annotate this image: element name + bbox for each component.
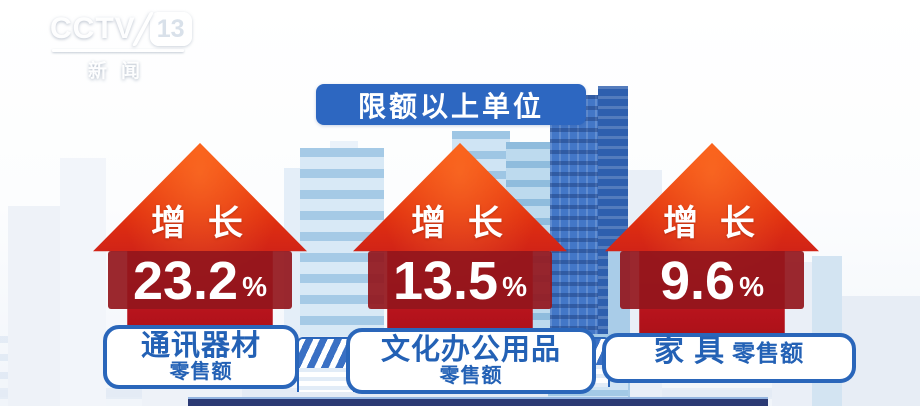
channel-logo: CCTV 13 新闻 [50,12,210,83]
value-band: 13.5 % [368,251,552,309]
title-badge: 限额以上单位 [316,84,586,125]
growth-value: 9.6 [660,251,736,311]
building-blue [550,95,602,337]
category-subtitle: 零售额 [439,365,503,387]
percent-sign: % [502,271,527,302]
bottom-navy-bar [188,397,768,406]
growth-label: 增 长 [411,204,509,243]
value-band: 9.6 % [620,251,804,309]
growth-value: 13.5 [392,251,499,311]
category-name: 通讯器材 [140,330,261,362]
channel-logo-subtitle: 新闻 [88,61,155,82]
building-roof [330,141,358,150]
growth-label: 增 长 [151,204,249,243]
category-label-furniture: 家 具 零售额 [602,333,856,383]
category-subtitle: 零售额 [732,340,805,366]
growth-value: 23.2 [132,251,239,311]
category-name: 家 具 [653,335,726,368]
category-label-office-supplies: 文化办公用品 零售额 [346,328,596,394]
category-subtitle: 零售额 [169,361,233,383]
percent-sign: % [739,271,764,302]
category-label-communications: 通讯器材 零售额 [103,325,299,389]
channel-logo-underline [52,49,184,52]
percent-sign: % [242,271,267,302]
growth-label: 增 长 [663,204,761,243]
building-silhouette [60,158,106,406]
channel-logo-text: CCTV [50,12,136,45]
channel-number-badge: 13 [149,12,192,46]
horizontal-stripes [299,368,353,392]
stat-column-office-supplies: 增 长 13.5 % [353,143,567,406]
category-name: 文化办公用品 [380,334,561,366]
channel-logo-row: CCTV 13 [50,12,210,46]
stat-column-communications: 增 长 23.2 % [93,143,307,406]
stat-column-furniture: 增 长 9.6 % [605,143,819,406]
diagonal-stripes [299,339,353,369]
value-band: 23.2 % [108,251,292,309]
